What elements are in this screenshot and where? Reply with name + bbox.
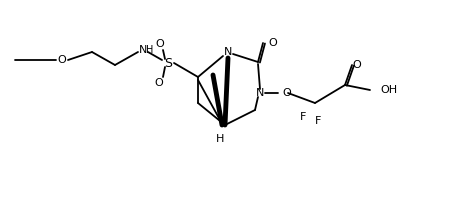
Text: S: S — [164, 56, 172, 69]
Text: N: N — [224, 47, 232, 57]
Text: O: O — [58, 55, 67, 65]
Text: F: F — [300, 112, 306, 122]
Text: O: O — [156, 39, 164, 49]
Text: OH: OH — [380, 85, 397, 95]
Text: O: O — [269, 38, 278, 48]
Text: H: H — [216, 134, 224, 144]
Text: F: F — [315, 116, 321, 126]
Text: N: N — [256, 88, 264, 98]
Text: H: H — [146, 45, 154, 55]
Text: O: O — [353, 60, 362, 70]
Text: N: N — [139, 45, 147, 55]
Text: O: O — [283, 88, 291, 98]
Text: O: O — [155, 78, 163, 88]
